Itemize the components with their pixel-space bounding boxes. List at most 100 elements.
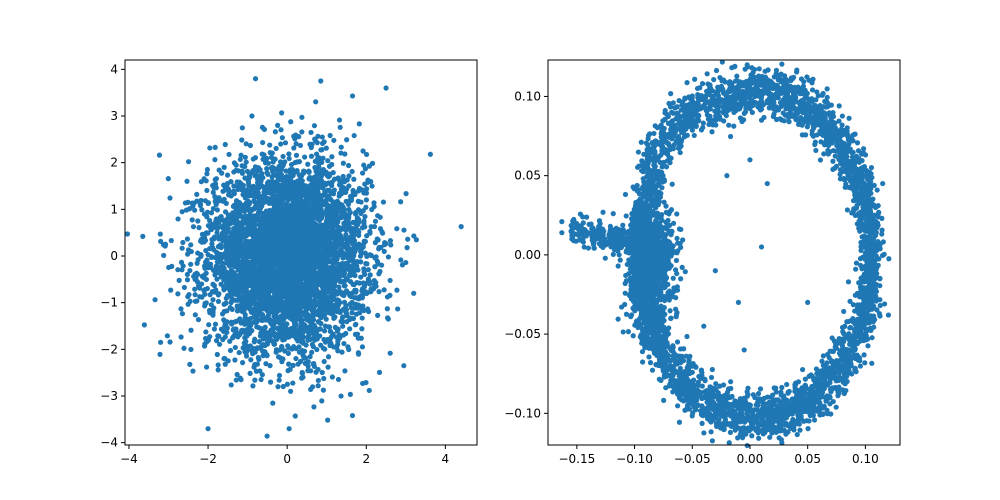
scatter-point: [341, 206, 347, 212]
scatter-point: [385, 254, 391, 260]
scatter-point: [271, 227, 277, 234]
scatter-point: [185, 159, 192, 165]
scatter-point: [358, 250, 365, 256]
scatter-point: [201, 239, 207, 245]
scatter-point: [332, 215, 338, 222]
scatter-point: [284, 219, 290, 225]
scatter-point: [246, 240, 252, 246]
scatter-point: [255, 278, 261, 284]
scatter-point: [365, 177, 371, 183]
scatter-point: [302, 154, 308, 160]
scatter-point: [338, 144, 344, 150]
scatter-point: [192, 312, 198, 318]
scatter-point: [315, 156, 321, 162]
scatter-point: [188, 327, 194, 333]
scatter-point: [249, 277, 255, 283]
scatter-point: [252, 282, 258, 289]
scatter-point: [307, 295, 313, 301]
scatter-point: [286, 155, 292, 162]
scatter-point: [347, 326, 353, 332]
scatter-point: [231, 169, 237, 175]
scatter-point: [345, 201, 352, 207]
scatter-point: [262, 329, 268, 335]
scatter-point: [355, 207, 362, 213]
scatter-point: [257, 175, 263, 181]
scatter-point: [339, 238, 345, 244]
scatter-point: [297, 358, 304, 365]
scatter-point: [367, 272, 373, 278]
scatter-point: [321, 139, 327, 145]
scatter-point: [318, 171, 324, 177]
scatter-point: [369, 206, 375, 213]
scatter-point: [245, 231, 251, 237]
scatter-point: [261, 261, 267, 267]
scatter-point: [261, 126, 267, 133]
scatter-point: [371, 200, 377, 206]
scatter-point: [264, 169, 270, 176]
scatter-point: [272, 204, 278, 210]
scatter-point: [267, 379, 274, 385]
scatter-point: [259, 228, 265, 235]
scatter-point: [300, 170, 307, 176]
scatter-point: [316, 319, 322, 325]
scatter-point: [179, 267, 185, 273]
scatter-point: [242, 349, 248, 355]
scatter-point: [336, 284, 342, 290]
scatter-point: [178, 306, 184, 312]
scatter-point: [249, 222, 256, 229]
scatter-point: [179, 311, 186, 317]
scatter-point: [277, 266, 283, 272]
scatter-point: [291, 145, 297, 151]
scatter-point: [184, 178, 190, 184]
scatter-point: [278, 127, 284, 133]
scatter-point: [251, 364, 257, 370]
scatter-point: [358, 294, 364, 300]
scatter-point: [226, 151, 232, 158]
scatter-point: [398, 257, 404, 263]
scatter-point: [259, 311, 266, 318]
scatter-point: [387, 277, 393, 284]
scatter-point: [167, 195, 173, 201]
scatter-point: [376, 289, 382, 295]
scatter-point: [223, 281, 230, 287]
scatter-point: [165, 176, 171, 182]
scatter-point: [361, 218, 367, 224]
scatter-point: [233, 207, 239, 213]
scatter-point: [313, 329, 319, 336]
scatter-point: [319, 369, 325, 376]
scatter-point: [319, 398, 325, 404]
scatter-point: [342, 368, 348, 374]
scatter-point: [323, 275, 329, 281]
left-scatter-points: [124, 76, 464, 439]
scatter-point: [326, 324, 333, 330]
scatter-point: [380, 199, 387, 205]
scatter-point: [267, 308, 274, 314]
scatter-point: [285, 350, 291, 356]
scatter-point: [260, 139, 266, 146]
scatter-point: [293, 333, 299, 339]
scatter-point: [387, 350, 393, 356]
scatter-point: [261, 335, 267, 341]
scatter-point: [218, 326, 225, 332]
scatter-point: [346, 173, 352, 179]
scatter-point: [310, 384, 316, 390]
scatter-point: [210, 297, 216, 303]
scatter-point: [413, 237, 419, 243]
scatter-point: [363, 204, 369, 210]
scatter-point: [351, 176, 357, 182]
scatter-point: [221, 182, 227, 188]
scatter-point: [273, 145, 279, 152]
scatter-point: [356, 121, 362, 127]
scatter-point: [181, 284, 187, 291]
scatter-point: [248, 357, 254, 363]
scatter-point: [331, 315, 337, 321]
scatter-point: [268, 327, 274, 333]
scatter-point: [403, 191, 409, 197]
scatter-point: [321, 358, 327, 365]
scatter-point: [309, 243, 315, 250]
scatter-point: [405, 236, 411, 242]
scatter-point: [239, 184, 245, 190]
scatter-point: [316, 161, 322, 167]
scatter-point: [360, 303, 366, 309]
scatter-point: [228, 382, 234, 388]
